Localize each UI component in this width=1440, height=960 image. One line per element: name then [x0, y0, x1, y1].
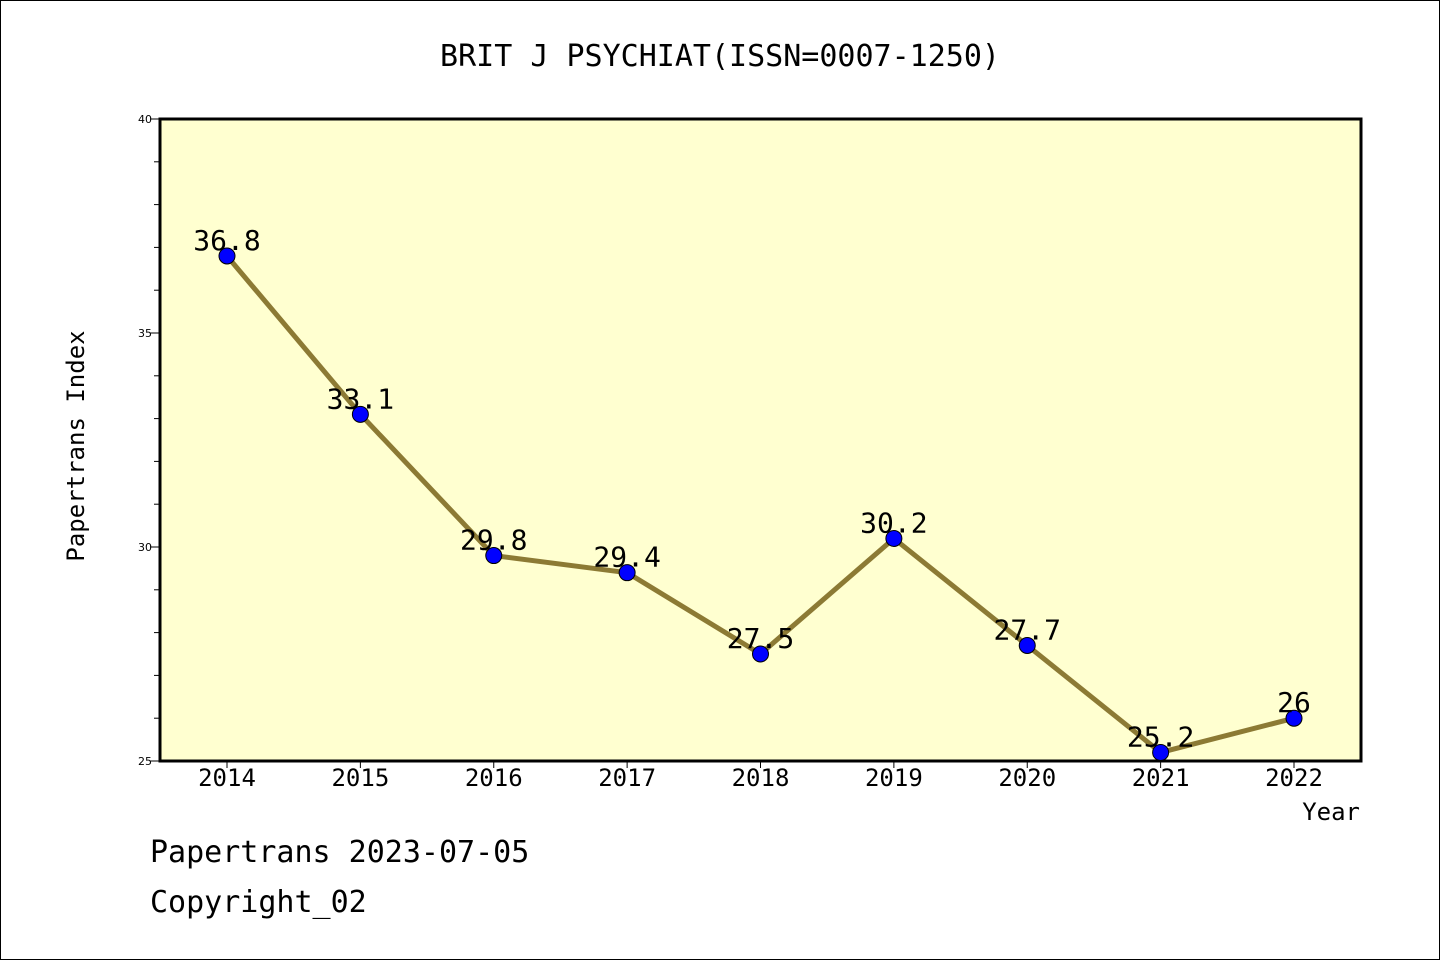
data-label: 36.8	[193, 224, 260, 257]
data-label: 29.8	[460, 524, 527, 557]
data-point	[752, 645, 769, 663]
y-tick-label: 40	[138, 113, 152, 126]
data-label: 27.5	[727, 622, 794, 655]
data-label: 26	[1277, 686, 1311, 719]
data-point	[1018, 636, 1036, 654]
data-point	[618, 564, 636, 582]
y-tick-label: 30	[138, 541, 152, 554]
y-tick-label: 35	[138, 327, 152, 340]
chart-title: BRIT J PSYCHIAT(ISSN=0007-1250)	[440, 39, 1000, 74]
x-tick-label: 2015	[331, 764, 389, 792]
data-label: 27.7	[994, 613, 1061, 646]
x-tick-label: 2019	[865, 764, 923, 792]
x-axis-label: Year	[1302, 798, 1360, 826]
x-tick-label: 2016	[465, 764, 523, 792]
data-label: 25.2	[1127, 720, 1194, 753]
data-labels: 36.8 33.1 29.8 29.4 27.5 30.2 27.7 25.2 26	[193, 224, 1311, 753]
x-tick-label: 2020	[998, 764, 1056, 792]
data-point	[485, 547, 503, 565]
footer-date-text: Papertrans 2023-07-05	[150, 835, 530, 870]
data-point	[885, 529, 903, 547]
x-tick-label: 2018	[732, 764, 790, 792]
data-label: 29.4	[593, 541, 660, 574]
data-point	[1152, 743, 1170, 761]
data-markers	[218, 247, 1303, 761]
data-point	[218, 247, 236, 265]
y-axis-label: Papertrans Index	[62, 330, 90, 561]
footer-copyright-text: Copyright_02	[150, 885, 367, 920]
x-tick-label: 2022	[1265, 764, 1323, 792]
data-point	[351, 405, 369, 423]
x-tick-label: 2021	[1132, 764, 1190, 792]
data-label: 30.2	[860, 506, 927, 539]
y-axis: 25 30 35 40	[138, 113, 160, 768]
plot-area	[158, 117, 1363, 763]
x-tick-label: 2017	[598, 764, 656, 792]
y-tick-label: 25	[138, 755, 152, 768]
x-axis: 2014 2015 2016 2017 2018 2019 2020 2021 2022	[198, 761, 1323, 792]
data-label: 33.1	[327, 382, 394, 415]
x-tick-label: 2014	[198, 764, 256, 792]
data-point	[1285, 709, 1303, 727]
